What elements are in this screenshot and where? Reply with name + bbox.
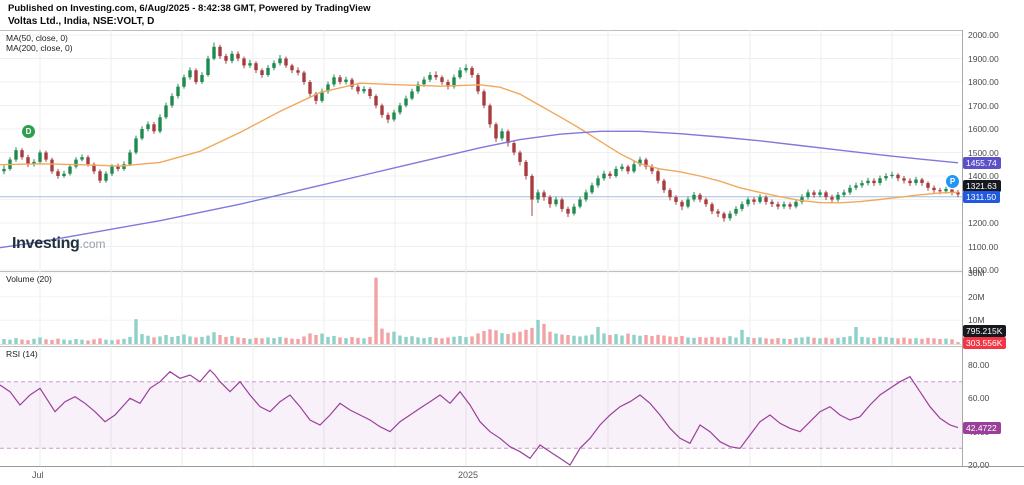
chart-marker-p[interactable]: P: [946, 175, 959, 188]
investing-logo: Investing.com: [12, 235, 106, 253]
logo-brand: Investing: [12, 235, 80, 252]
time-axis[interactable]: Jul 2025: [0, 466, 1024, 485]
pane-separator: [0, 271, 1024, 272]
logo-suffix: .com: [79, 237, 106, 251]
price-tick: 1400.00: [968, 171, 999, 181]
volume-tick: 20M: [968, 291, 985, 302]
candlestick-chart[interactable]: [0, 30, 962, 271]
price-tick: 2000.00: [968, 30, 999, 40]
ma200-label: MA(200, close, 0): [6, 42, 73, 53]
rsi-pane[interactable]: RSI (14): [0, 346, 962, 466]
published-line: Published on Investing.com, 6/Aug/2025 -…: [8, 3, 371, 14]
rsi-badge: 42.4722: [963, 421, 1001, 434]
price-tick: 1900.00: [968, 53, 999, 64]
chart-marker-d[interactable]: D: [22, 125, 35, 138]
chart-title: Voltas Ltd., India, NSE:VOLT, D: [8, 16, 155, 27]
volume-indicator-label: Volume (20): [6, 274, 52, 284]
rsi-chart[interactable]: [0, 346, 962, 466]
price-tick: 1600.00: [968, 124, 999, 134]
ma-indicator-labels: MA(50, close, 0) MA(200, close, 0): [6, 33, 73, 53]
price-axis[interactable]: 2000.00 1900.00 1800.00 1700.00 1600.00 1500.…: [962, 30, 1024, 470]
price-tick: 1700.00: [968, 100, 999, 111]
ma50-label: MA(50, close, 0): [6, 33, 68, 43]
rsi-tick: 20.00: [968, 460, 990, 470]
price-badge: 1455.74: [963, 156, 1001, 169]
price-badge: 1311.50: [963, 190, 1001, 203]
pane-separator: [0, 30, 1024, 31]
price-tick: 1800.00: [968, 77, 999, 87]
rsi-tick: 60.00: [968, 393, 990, 404]
price-tick: 1100.00: [968, 241, 999, 252]
rsi-indicator-label: RSI (14): [6, 349, 38, 359]
price-pane[interactable]: MA(50, close, 0) MA(200, close, 0) Inves…: [0, 30, 962, 271]
time-label: Jul: [32, 470, 44, 480]
price-tick: 1000.00: [968, 265, 999, 275]
volume-pane[interactable]: Volume (20): [0, 271, 962, 346]
volume-badge: 303.556K: [963, 337, 1007, 350]
rsi-tick: 80.00: [968, 360, 990, 370]
volume-chart[interactable]: [0, 271, 962, 346]
time-label: 2025: [458, 470, 479, 480]
price-badge: 1321.63: [963, 179, 1001, 192]
price-tick: 1200.00: [968, 218, 999, 228]
price-tick: 1500.00: [968, 147, 999, 158]
volume-tick: 10M: [968, 315, 985, 326]
volume-badge: 795.215K: [963, 325, 1007, 338]
volume-tick: 30M: [968, 268, 985, 278]
pane-separator: [0, 346, 1024, 347]
